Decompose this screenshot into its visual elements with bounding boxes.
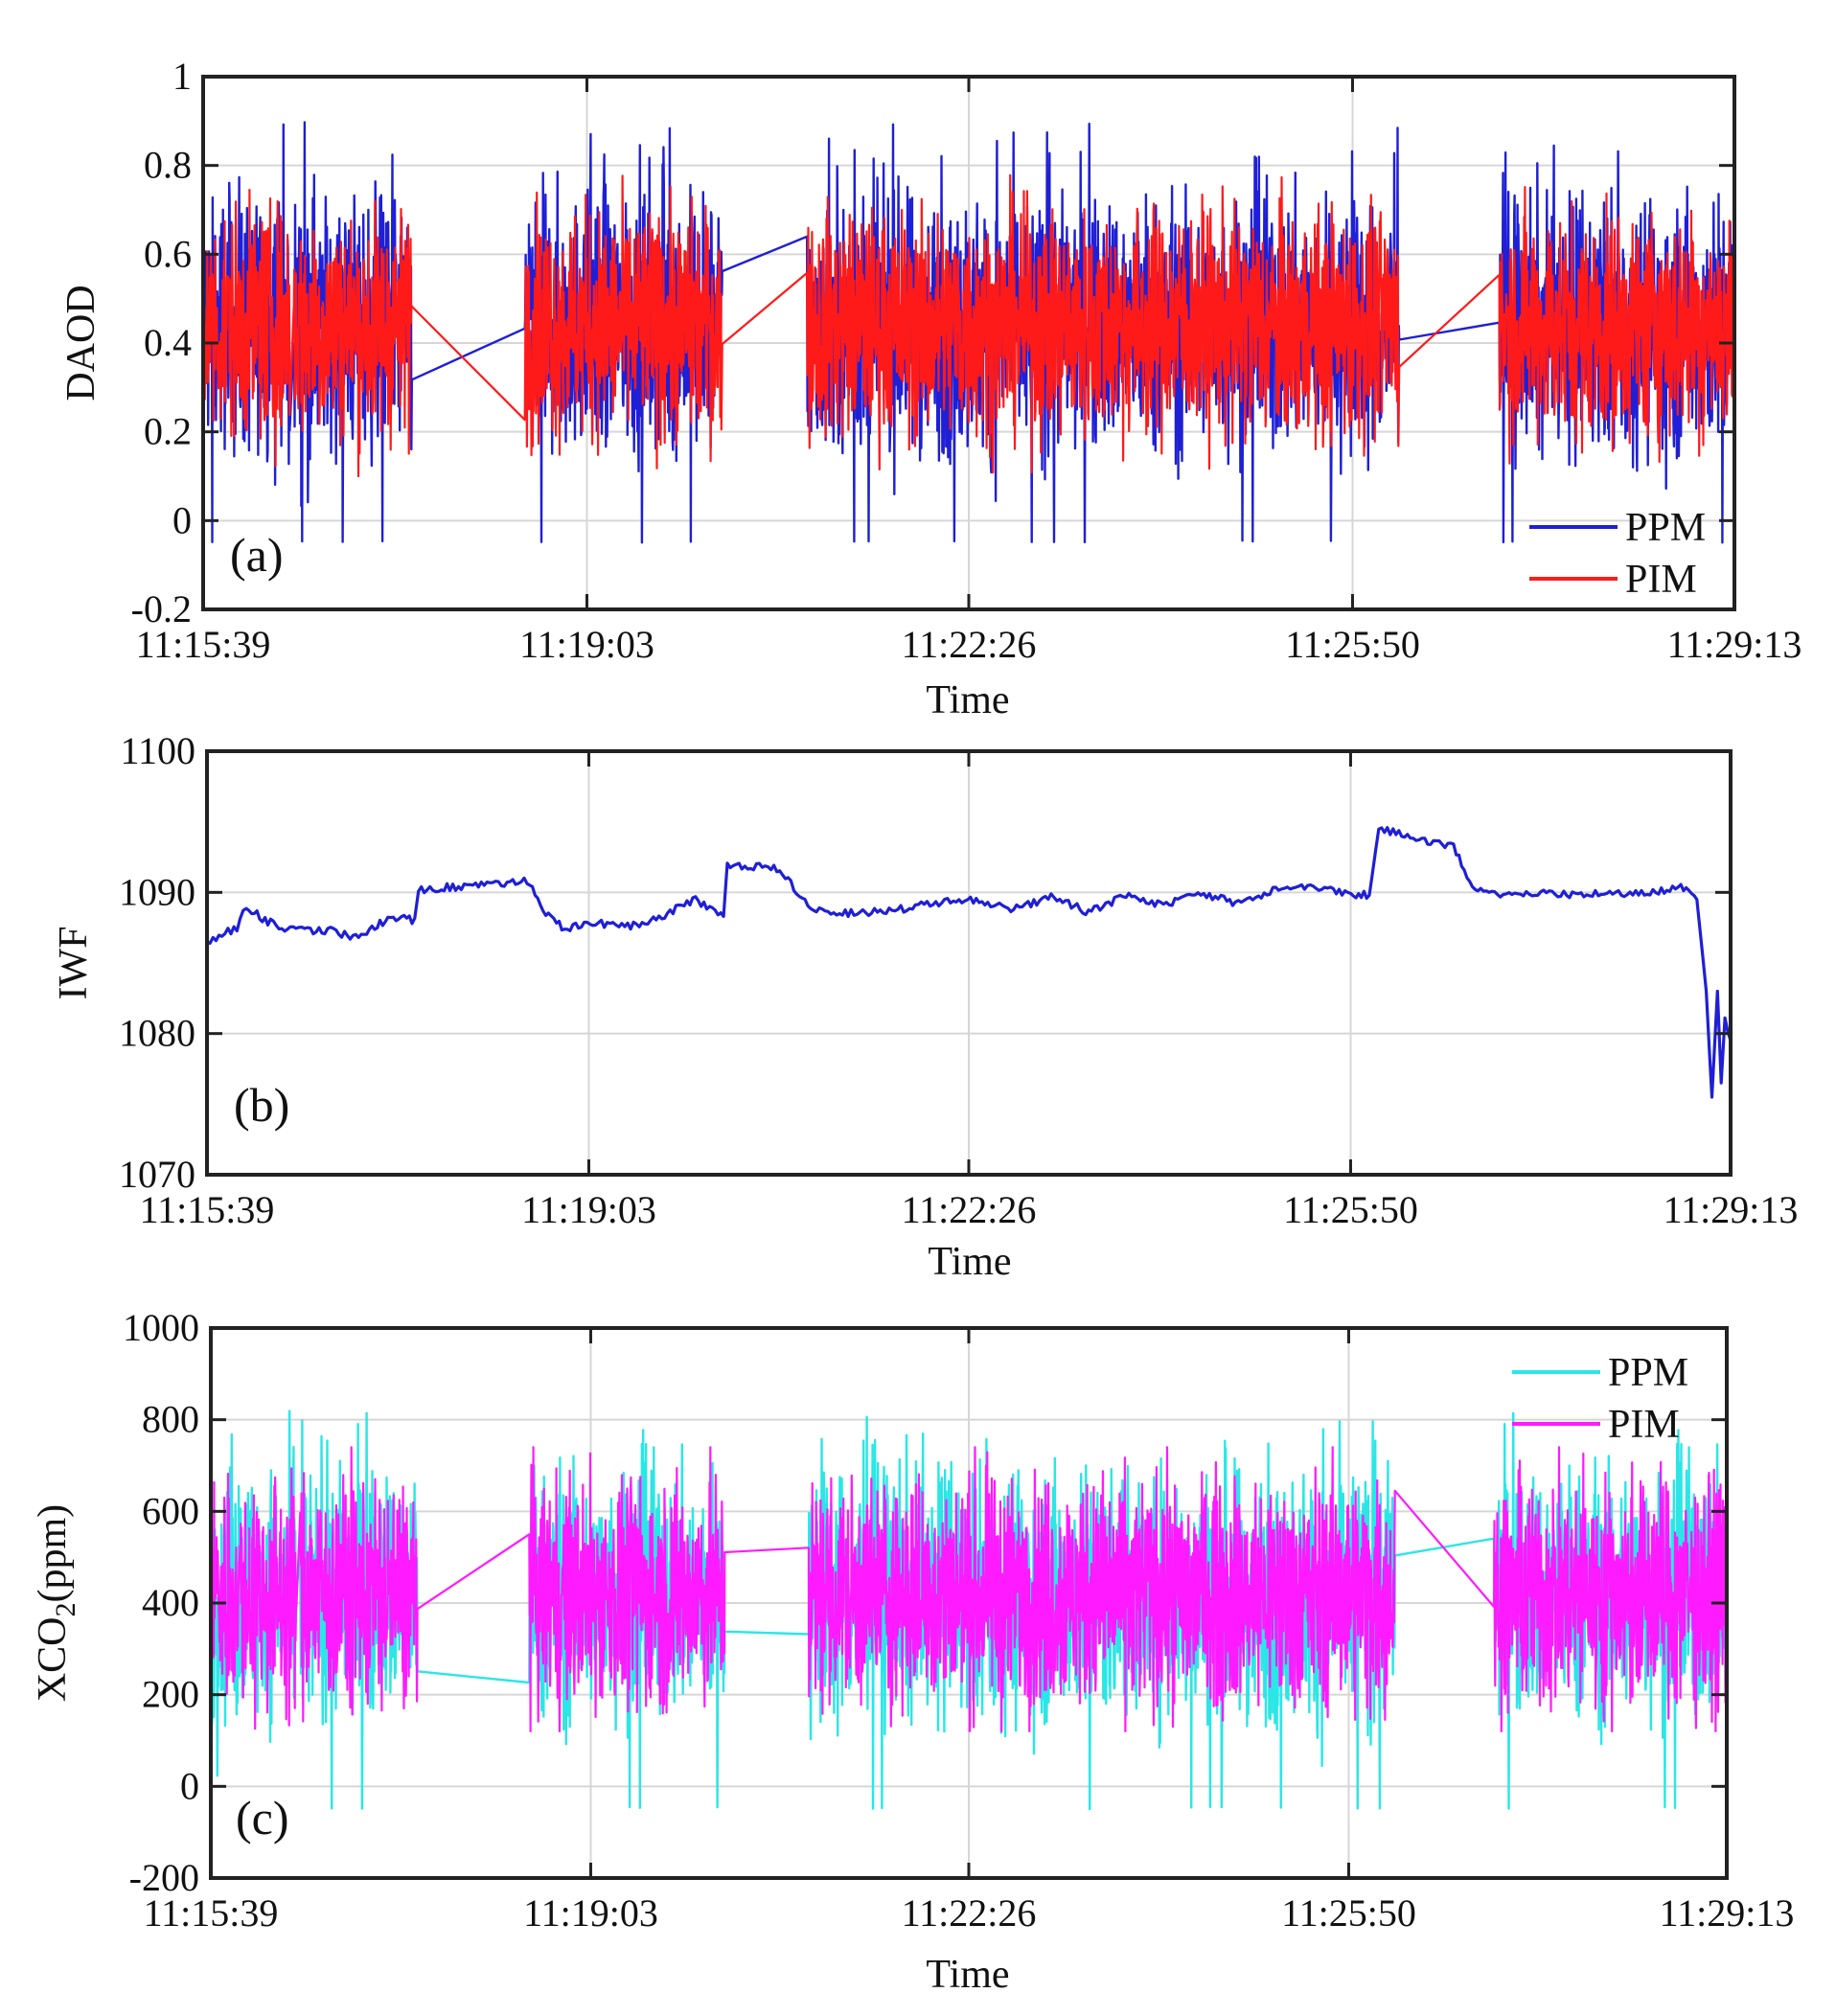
- legend-c-ppm-label: PPM: [1608, 1351, 1688, 1395]
- y-tick-label: 1080: [119, 1012, 195, 1055]
- y-tick-label: 1070: [119, 1153, 195, 1196]
- x-tick-label: 11:15:39: [136, 623, 271, 666]
- series-pim-line: [201, 173, 1735, 478]
- panel-b: 1070 1080 1090 1100 11:15:39 11:19:03 11:22:2…: [52, 729, 1798, 1284]
- panel-c-ylabel-suffix: (ppm): [31, 1504, 75, 1603]
- x-tick-label: 11:19:03: [523, 1891, 658, 1935]
- x-tick-label: 11:29:13: [1660, 1891, 1795, 1935]
- legend-a-pim-label: PIM: [1625, 558, 1697, 602]
- x-tick-label: 11:19:03: [521, 1188, 656, 1231]
- x-tick-label: 11:15:39: [144, 1891, 279, 1935]
- x-tick-label: 11:19:03: [519, 623, 654, 666]
- y-tick-label: 400: [142, 1581, 199, 1624]
- y-tick-label: 800: [142, 1398, 199, 1441]
- x-tick-label: 11:25:50: [1283, 1188, 1418, 1231]
- y-tick-label: -0.2: [131, 587, 192, 630]
- x-tick-label: 11:22:26: [902, 1891, 1037, 1935]
- panel-b-xlabel: Time: [928, 1240, 1011, 1284]
- panel-c-legend: PPM PIM: [1512, 1351, 1688, 1447]
- y-tick-label: 0.2: [144, 410, 192, 453]
- panel-c-ylabel-sub: 2: [50, 1602, 81, 1616]
- x-tick-label: 11:15:39: [140, 1188, 275, 1231]
- series-iwf-line: [206, 826, 1733, 1099]
- panel-c-ylabel-main: XCO: [31, 1616, 75, 1702]
- x-tick-label: 11:25:50: [1281, 1891, 1416, 1935]
- y-tick-label: -200: [129, 1856, 199, 1899]
- panel-a-ylabel: DAOD: [59, 285, 103, 401]
- x-tick-label: 11:29:13: [1664, 1188, 1799, 1231]
- panel-a-xticks: 11:15:39 11:19:03 11:22:26 11:25:50 11:29:13: [136, 77, 1802, 666]
- panel-b-tag: (b): [234, 1078, 289, 1132]
- panel-b-xticks: 11:15:39 11:19:03 11:22:26 11:25:50 11:29:13: [140, 751, 1799, 1231]
- series-pim-line: [209, 1446, 1728, 1732]
- panel-a-yticks: -0.2 0 0.2 0.4 0.6 0.8 1: [131, 55, 1734, 630]
- x-tick-label: 11:29:13: [1667, 623, 1802, 666]
- y-tick-label: 1090: [119, 870, 195, 913]
- y-tick-label: 0.4: [144, 321, 192, 364]
- panel-c-plot: [209, 1409, 1729, 1811]
- panel-a-plot: [201, 121, 1736, 544]
- x-tick-label: 11:25:50: [1285, 623, 1420, 666]
- panel-c-ylabel: XCO2(ppm): [31, 1504, 81, 1702]
- y-tick-label: 1000: [123, 1306, 199, 1349]
- x-tick-label: 11:22:26: [902, 623, 1037, 666]
- panel-b-grid: [207, 751, 1731, 1175]
- panel-a: -0.2 0 0.2 0.4 0.6 0.8 1 11:15:39 11:19:03 11:22…: [59, 55, 1802, 722]
- legend-c-pim-label: PIM: [1608, 1403, 1680, 1447]
- panel-c-xticks: 11:15:39 11:19:03 11:22:26 11:25:50 11:29:13: [144, 1328, 1795, 1935]
- y-tick-label: 0: [180, 1764, 199, 1807]
- x-tick-label: 11:22:26: [902, 1188, 1037, 1231]
- panel-c-xlabel: Time: [926, 1953, 1009, 1997]
- panel-a-legend: PPM PIM: [1529, 506, 1706, 602]
- panel-c-tag: (c): [236, 1791, 289, 1844]
- y-tick-label: 1100: [120, 729, 195, 772]
- y-tick-label: 0.8: [144, 144, 192, 187]
- panel-a-tag: (a): [230, 528, 284, 582]
- legend-a-ppm-label: PPM: [1625, 506, 1706, 550]
- y-tick-label: 200: [142, 1673, 199, 1716]
- y-tick-label: 1: [172, 55, 192, 98]
- panel-c-yticks: -200 0 200 400 600 800 1000: [123, 1306, 1727, 1899]
- y-tick-label: 600: [142, 1489, 199, 1532]
- panel-b-ylabel: IWF: [52, 927, 96, 1000]
- panel-b-yticks: 1070 1080 1090 1100: [119, 729, 1731, 1196]
- y-tick-label: 0: [172, 498, 192, 541]
- panel-a-xlabel: Time: [926, 678, 1009, 722]
- y-tick-label: 0.6: [144, 232, 192, 275]
- panel-b-plot: [206, 826, 1733, 1099]
